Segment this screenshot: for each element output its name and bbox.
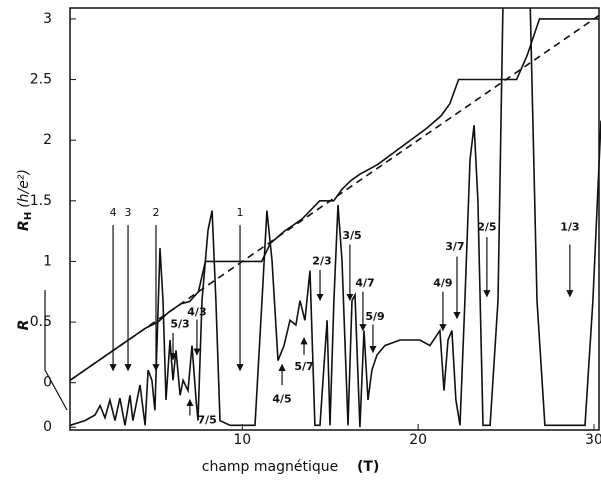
- plot-area: [70, 8, 601, 428]
- hall-line: [70, 14, 600, 381]
- x-tick-label: 10: [233, 432, 251, 448]
- y-axis-label: RH(h/e²): [16, 169, 34, 231]
- annotation-label: 5/9: [365, 310, 384, 323]
- annotation-label: 4/5: [272, 393, 291, 406]
- y-tick-label: 2.5: [30, 72, 52, 88]
- hall-line: [70, 18, 600, 381]
- plot-frame: [69, 7, 600, 431]
- annotation-label: 3/5: [342, 229, 361, 242]
- annotation-label: 4/9: [433, 276, 452, 289]
- x-tick-label: 30: [585, 432, 601, 448]
- y-tick-label: 2: [43, 132, 52, 148]
- y2-axis-label: R: [16, 320, 32, 331]
- annotation-label: 2: [152, 206, 159, 219]
- annotation-label: 4: [110, 206, 117, 219]
- y2-tick-label: 0: [43, 419, 52, 435]
- annotation-label: 7/5: [197, 413, 216, 426]
- annotation-label: 1: [237, 206, 244, 219]
- annotation-label: 2/5: [477, 220, 496, 233]
- y-tick-label: 1: [43, 253, 52, 269]
- annotation-label: 5/3: [170, 318, 189, 331]
- resistance-line: [70, 8, 601, 428]
- y-tick-label: 0: [43, 375, 52, 391]
- annotation-label: 1/3: [560, 220, 579, 233]
- annotation-label: 3: [125, 206, 132, 219]
- x-axis-label: champ magnétique: [202, 459, 338, 475]
- annotation-label: 4/7: [355, 276, 374, 289]
- y-tick-label: 1.5: [30, 193, 52, 209]
- x-tick-label: 20: [409, 432, 427, 448]
- annotation-label: 5/7: [294, 360, 313, 373]
- x-axis-unit: (T): [357, 459, 379, 475]
- annotation-label: 2/3: [312, 254, 331, 267]
- annotation-label: 4/3: [187, 305, 206, 318]
- annotation-label: 3/7: [445, 240, 464, 253]
- r-axis-bracket: [44, 290, 68, 411]
- y-tick-label: 3: [43, 11, 52, 27]
- y-tick-label: 0.5: [30, 314, 52, 330]
